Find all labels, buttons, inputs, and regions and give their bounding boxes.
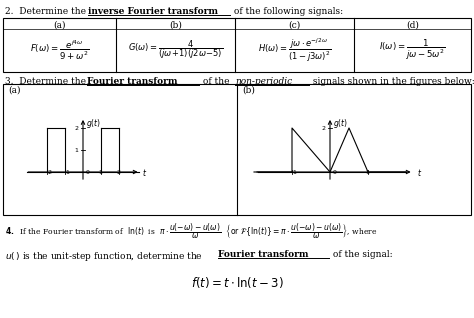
Bar (3, 84, 471, 215)
Text: $t$: $t$ (418, 167, 423, 177)
Text: $t$: $t$ (142, 167, 147, 177)
Text: $g(t)$: $g(t)$ (333, 117, 348, 130)
Text: $-1$: $-1$ (287, 168, 297, 176)
Text: (a): (a) (53, 21, 66, 30)
Text: 2.  Determine the: 2. Determine the (5, 7, 89, 16)
Text: $-2$: $-2$ (42, 168, 52, 176)
Text: $u(\,)$ is the unit-step function, determine the: $u(\,)$ is the unit-step function, deter… (5, 250, 203, 263)
Text: $I(\omega)=\dfrac{1}{j\omega-5\omega^2}$: $I(\omega)=\dfrac{1}{j\omega-5\omega^2}$ (379, 38, 446, 62)
Text: $\mathbf{4.}$  If the Fourier transform of  $\mathrm{ln}(t)$  is  $\pi\cdot\dfra: $\mathbf{4.}$ If the Fourier transform o… (5, 222, 377, 241)
Text: $0$: $0$ (85, 168, 91, 176)
Text: (d): (d) (406, 21, 419, 30)
Text: $2$: $2$ (73, 124, 79, 132)
Bar (3, 18, 471, 72)
Text: $H(\omega)=\dfrac{j\omega\cdot e^{-j2\omega}}{(1-j3\omega)^2}$: $H(\omega)=\dfrac{j\omega\cdot e^{-j2\om… (258, 36, 331, 64)
Text: $g(t)$: $g(t)$ (86, 117, 101, 130)
Text: $F(\omega)=\dfrac{e^{j4\omega}}{9+\omega^2}$: $F(\omega)=\dfrac{e^{j4\omega}}{9+\omega… (30, 38, 89, 62)
Text: $2$: $2$ (320, 124, 326, 132)
Text: of the: of the (200, 77, 232, 86)
Text: $0$: $0$ (332, 168, 337, 176)
Text: 3.  Determine the: 3. Determine the (5, 77, 89, 86)
Text: non-periodic: non-periodic (235, 77, 292, 86)
Text: $G(\omega)=\dfrac{4}{(j\omega\!+\!1)(j2\omega\!-\!5)}$: $G(\omega)=\dfrac{4}{(j\omega\!+\!1)(j2\… (128, 39, 223, 61)
Text: $2$: $2$ (116, 168, 122, 176)
Text: Fourier transform: Fourier transform (87, 77, 177, 86)
Text: of the signal:: of the signal: (330, 250, 392, 259)
Text: inverse Fourier transform: inverse Fourier transform (88, 7, 218, 16)
Text: (b): (b) (242, 86, 255, 95)
Text: $f(t)=t\cdot\mathrm{ln}(t-3)$: $f(t)=t\cdot\mathrm{ln}(t-3)$ (191, 275, 283, 290)
Text: $-1$: $-1$ (60, 168, 70, 176)
Text: (b): (b) (169, 21, 182, 30)
Text: of the following signals:: of the following signals: (231, 7, 343, 16)
Text: $1$: $1$ (365, 168, 371, 176)
Text: $1$: $1$ (73, 146, 79, 154)
Text: signals shown in the figures below:: signals shown in the figures below: (310, 77, 474, 86)
Text: (a): (a) (8, 86, 20, 95)
Text: (c): (c) (288, 21, 301, 30)
Text: $1$: $1$ (98, 168, 104, 176)
Text: Fourier transform: Fourier transform (218, 250, 309, 259)
